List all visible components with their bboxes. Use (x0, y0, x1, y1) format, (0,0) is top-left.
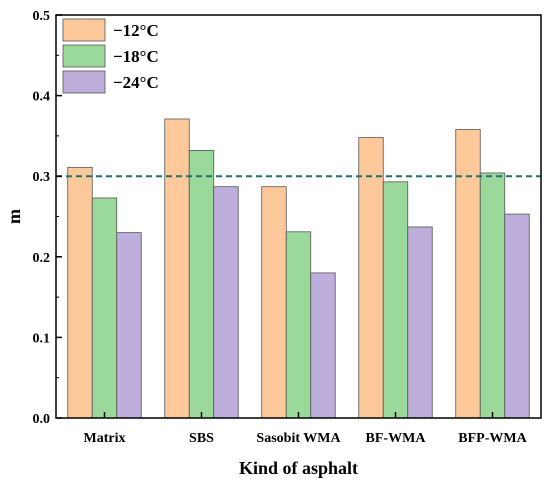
y-tick-label: 0.5 (33, 9, 51, 24)
legend: −12°C −18°C −24°C (62, 18, 159, 94)
bar-2-3 (285, 231, 312, 419)
bar-3-5 (504, 213, 530, 419)
bar-2-5 (479, 172, 506, 419)
y-axis-title: m (4, 209, 24, 224)
y-tick-label: 0.2 (33, 251, 51, 266)
bar-3-1 (116, 232, 142, 419)
bar-3-4 (407, 226, 433, 419)
y-tick-label: 0.0 (33, 412, 51, 427)
x-tick-label: SBS (189, 431, 214, 446)
bar-1-1 (67, 166, 93, 419)
legend-label-3: −24°C (113, 73, 159, 92)
legend-label-2: −18°C (113, 47, 159, 66)
x-axis-title: Kind of asphalt (239, 458, 358, 478)
bar-1-5 (455, 129, 481, 419)
bar-2-1 (91, 197, 118, 419)
legend-swatch-2 (62, 44, 106, 68)
bar-2-2 (188, 150, 215, 419)
y-tick-label: 0.3 (33, 170, 51, 185)
legend-swatch-1 (62, 18, 106, 42)
bar-1-2 (164, 118, 190, 419)
x-tick-label: BFP-WMA (458, 431, 527, 446)
y-tick-label: 0.1 (33, 331, 51, 346)
x-tick-label: Matrix (84, 431, 126, 446)
y-tick-label: 0.4 (33, 90, 51, 105)
bar-3-3 (310, 272, 336, 419)
bar-1-4 (358, 137, 384, 419)
legend-swatch-3 (62, 70, 106, 94)
x-tick-label: Sasobit WMA (256, 431, 341, 446)
bar-2-4 (382, 181, 409, 419)
bar-1-3 (261, 186, 287, 419)
ticks-layer: 0.0 0.1 0.2 0.3 0.4 0.5 Matrix SBS Sasobit WMA BF… (33, 9, 528, 446)
bars-layer (67, 118, 530, 419)
x-tick-label: BF-WMA (366, 431, 427, 446)
legend-label-1: −12°C (113, 21, 159, 40)
bar-3-2 (213, 186, 239, 419)
